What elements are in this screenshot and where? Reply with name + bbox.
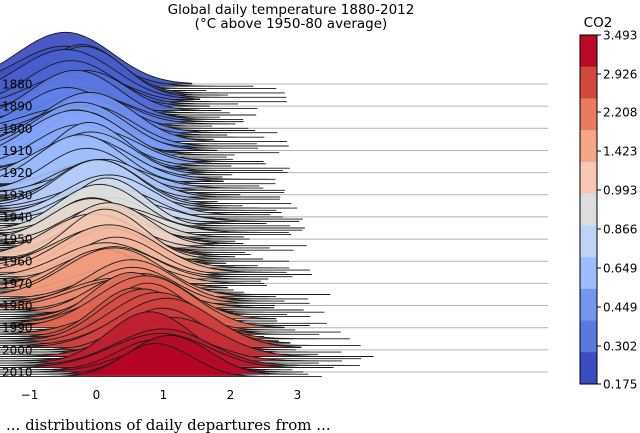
y-tick-label: 1990 xyxy=(2,321,33,335)
colorbar-tick-label: 0.993 xyxy=(603,184,637,198)
y-tick-label: 2000 xyxy=(2,343,33,357)
colorbar-tick-label: 0.302 xyxy=(603,340,637,354)
x-tick-label: 2 xyxy=(227,388,235,402)
colorbar-tick-label: 0.649 xyxy=(603,262,637,276)
colorbar-segment xyxy=(580,225,597,258)
chart-title: Global daily temperature 1880-2012 xyxy=(168,2,415,18)
colorbar-label: CO2 xyxy=(584,15,613,31)
x-tick-label: 1 xyxy=(160,388,168,402)
y-tick-label: 1950 xyxy=(2,233,33,247)
y-tick-label: 1890 xyxy=(2,100,33,114)
colorbar-tick-label: 0.449 xyxy=(603,301,637,315)
colorbar-segment xyxy=(580,130,597,163)
density-ridge-2012 xyxy=(0,343,322,377)
colorbar-tick-label: 2.208 xyxy=(603,106,637,120)
density-ridges xyxy=(0,31,374,377)
colorbar-segment xyxy=(580,320,597,353)
y-tick-label: 1880 xyxy=(2,78,33,92)
y-tick-label: 1910 xyxy=(2,144,33,158)
y-tick-label: 1900 xyxy=(2,122,33,136)
colorbar: 3.493 2.926 2.208 1.423 0.993 0.866 0.649 0.449… xyxy=(579,29,637,392)
colorbar-segment xyxy=(580,288,597,321)
y-tick-label: 1940 xyxy=(2,210,33,224)
y-tick-label: 1980 xyxy=(2,299,33,313)
colorbar-segment xyxy=(580,161,597,194)
colorbar-segment xyxy=(580,35,597,68)
x-tick-label: 0 xyxy=(93,388,101,402)
y-tick-label: 1970 xyxy=(2,277,33,291)
y-tick-label: 2010 xyxy=(2,366,33,380)
colorbar-tick-label: 0.866 xyxy=(603,223,637,237)
colorbar-frame xyxy=(579,34,598,385)
y-tick-label: 1930 xyxy=(2,188,33,202)
y-tick-label: 1960 xyxy=(2,255,33,269)
chart-subtitle: (°C above 1950-80 average) xyxy=(195,16,388,32)
y-tick-label: 1920 xyxy=(2,166,33,180)
x-tick-label: 3 xyxy=(294,388,302,402)
colorbar-tick-label: 0.175 xyxy=(603,378,637,392)
colorbar-segment xyxy=(580,257,597,290)
colorbar-segment xyxy=(580,98,597,131)
colorbar-tick-label: 3.493 xyxy=(603,29,637,43)
colorbar-segment xyxy=(580,352,597,385)
y-tick-labels: 1880 1890 1900 1910 1920 1930 1940 1950 1960 1970… xyxy=(2,78,33,380)
colorbar-segment xyxy=(580,193,597,226)
x-tick-label: −1 xyxy=(21,388,39,402)
figure-caption: ... distributions of daily departures fr… xyxy=(6,418,331,433)
colorbar-segment xyxy=(580,66,597,99)
colorbar-tick-label: 2.926 xyxy=(603,68,637,82)
colorbar-tick-label: 1.423 xyxy=(603,145,637,159)
